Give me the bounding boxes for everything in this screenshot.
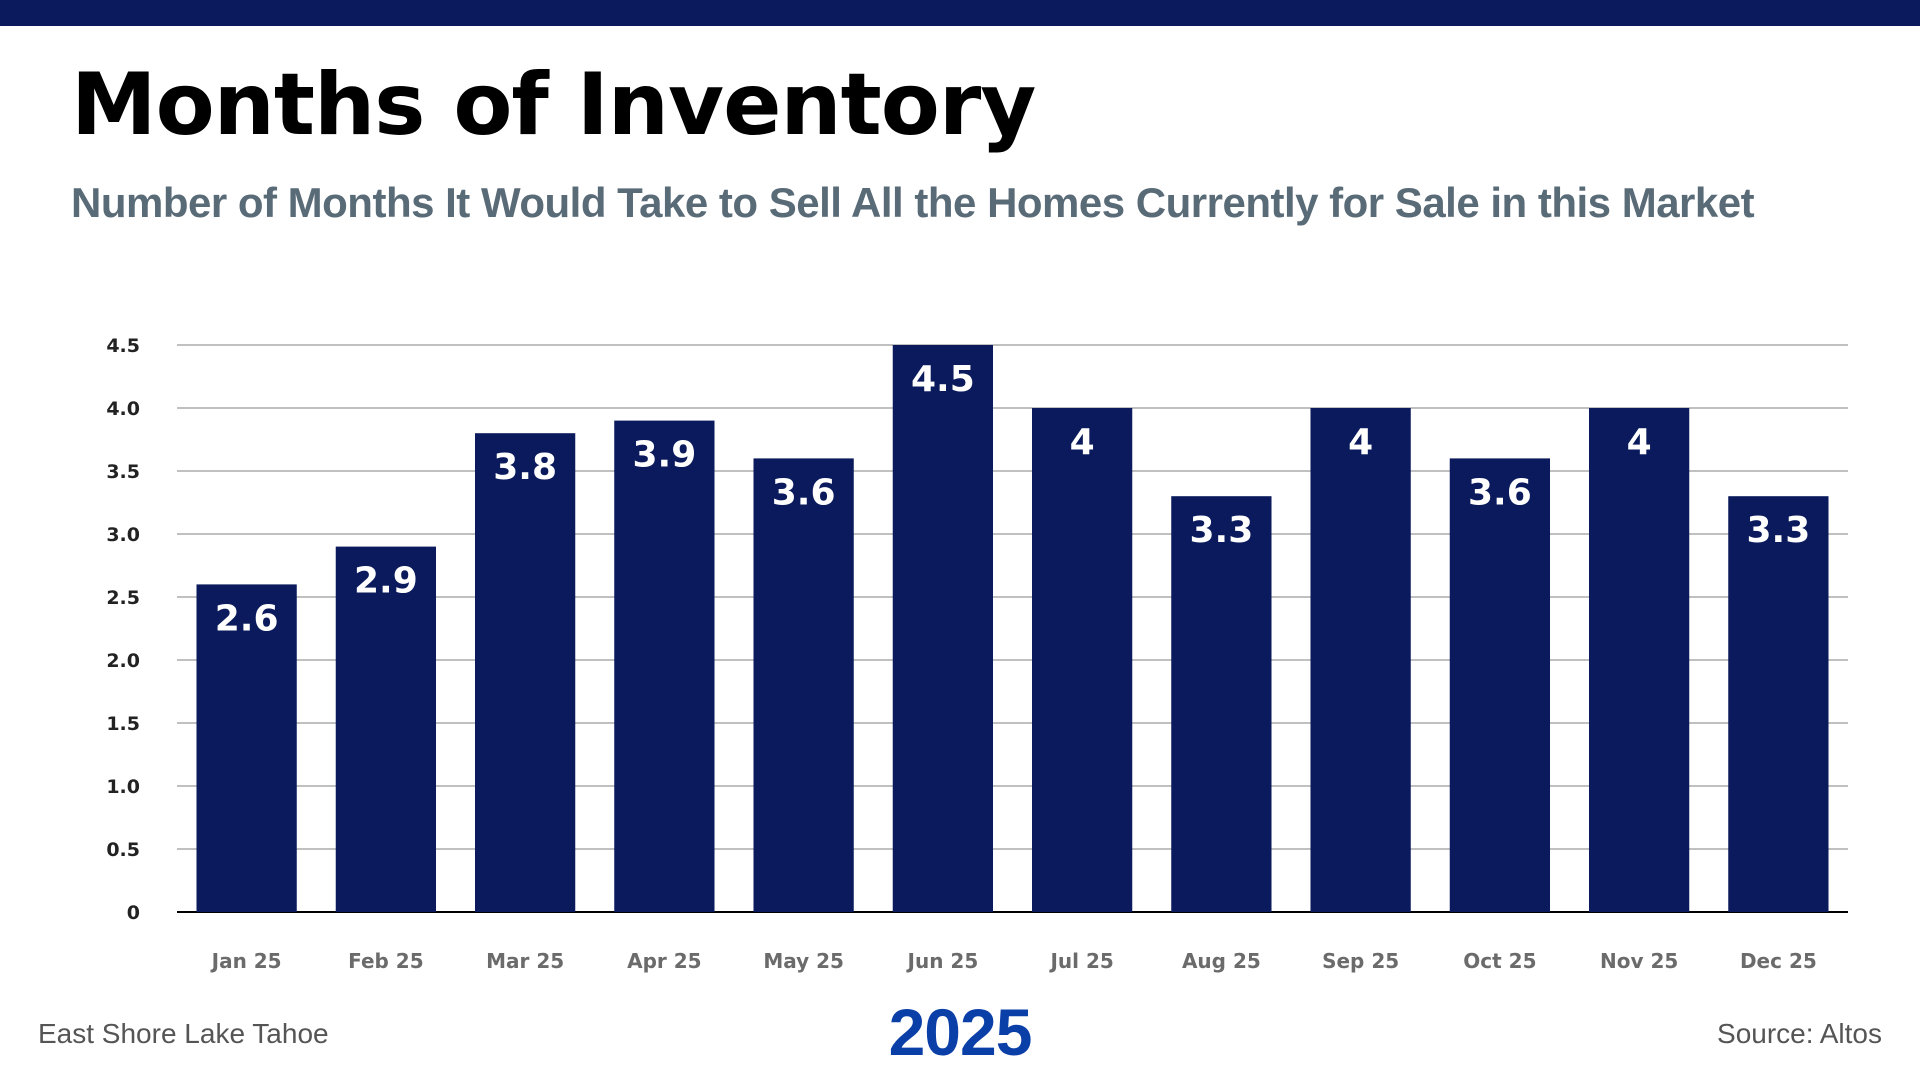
y-tick-label: 2.0: [106, 650, 140, 672]
bar: [1728, 496, 1829, 912]
bar: [1449, 458, 1551, 912]
source-label: Source: Altos: [1717, 1018, 1882, 1049]
y-tick-label: 0: [127, 902, 140, 924]
y-tick-label: 1.0: [106, 776, 140, 798]
y-tick-label: 4.0: [106, 398, 140, 420]
x-tick-label: Oct 25: [1463, 949, 1536, 973]
x-tick-label: Aug 25: [1182, 949, 1261, 973]
y-tick-label: 1.5: [106, 713, 140, 735]
bar-data-label: 3.3: [1746, 510, 1810, 551]
x-tick-label: Apr 25: [627, 949, 701, 973]
bar: [892, 345, 994, 912]
x-tick-label: Jun 25: [906, 949, 979, 973]
y-tick-label: 3.5: [106, 461, 140, 483]
y-tick-label: 2.5: [106, 587, 140, 609]
top-accent-bar: [0, 0, 1920, 26]
bar-data-label: 4: [1070, 422, 1095, 463]
bar: [1310, 408, 1411, 912]
page-title: Months of Inventory: [71, 55, 1036, 155]
bar-data-label: 2.9: [354, 561, 418, 602]
bar-data-label: 3.6: [1468, 472, 1532, 513]
bar: [196, 584, 297, 912]
y-tick-label: 3.0: [106, 524, 140, 546]
x-tick-label: Sep 25: [1322, 949, 1399, 973]
bar: [1171, 496, 1272, 912]
bar: [1588, 408, 1690, 912]
location-label: East Shore Lake Tahoe: [38, 1018, 329, 1049]
year-label: 2025: [888, 995, 1033, 1069]
bar-data-label: 3.8: [493, 447, 557, 488]
bar-data-label: 4: [1627, 422, 1652, 463]
bar-data-label: 3.3: [1189, 510, 1253, 551]
bar-data-label: 4.5: [911, 359, 975, 400]
page-subtitle: Number of Months It Would Take to Sell A…: [71, 179, 1755, 226]
bar: [753, 458, 854, 912]
bar: [614, 420, 715, 912]
x-tick-label: Nov 25: [1600, 949, 1678, 973]
x-tick-label: Dec 25: [1740, 949, 1817, 973]
x-tick-label: Jan 25: [210, 949, 282, 973]
bar-data-label: 2.6: [215, 598, 279, 639]
bar: [474, 433, 576, 912]
x-tick-label: Feb 25: [348, 949, 424, 973]
bar-data-label: 4: [1348, 422, 1373, 463]
bar-data-label: 3.9: [632, 435, 696, 476]
x-tick-label: Jul 25: [1048, 949, 1113, 973]
bar: [1031, 408, 1133, 912]
y-tick-label: 4.5: [106, 335, 140, 357]
x-tick-label: May 25: [763, 949, 844, 973]
y-tick-label: 0.5: [106, 839, 140, 861]
x-tick-label: Mar 25: [486, 949, 564, 973]
bar: [335, 546, 437, 912]
bar-data-label: 3.6: [772, 472, 836, 513]
